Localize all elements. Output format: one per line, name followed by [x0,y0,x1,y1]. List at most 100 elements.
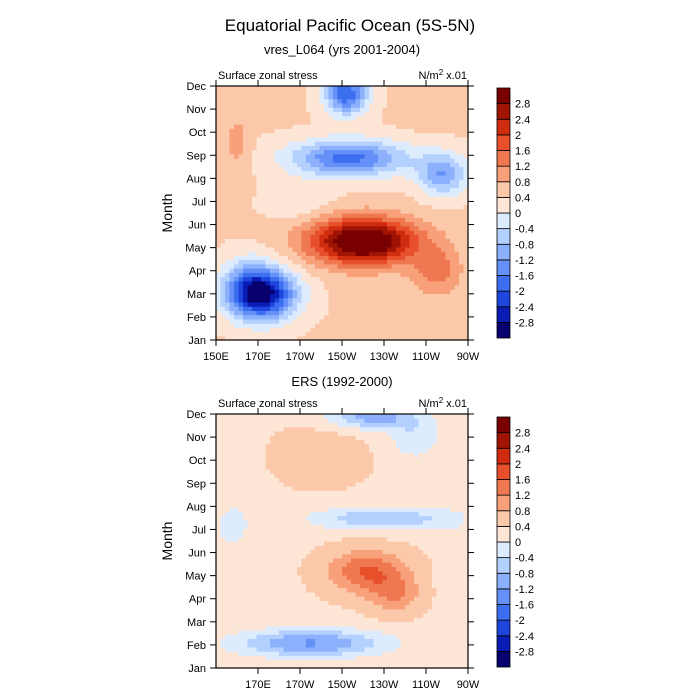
heatmap-cell [409,621,415,627]
heatmap-cell [414,179,420,184]
heatmap-cell [274,221,280,227]
heatmap-cell [373,318,379,324]
heatmap-cell [351,306,357,311]
heatmap-cell [373,280,379,286]
heatmap-cell [333,255,339,261]
heatmap-cell [288,213,294,218]
heatmap-cell [463,323,469,328]
heatmap-cell [292,200,298,206]
heatmap-cell [238,651,244,656]
heatmap-cell [342,612,348,618]
heatmap-cell [414,276,420,282]
heatmap-cell [396,183,402,189]
heatmap-cell [310,638,316,644]
heatmap-cell [261,141,267,146]
heatmap-cell [414,221,420,227]
heatmap-cell [301,659,307,665]
heatmap-cell [283,314,289,320]
heatmap-cell [459,314,465,320]
heatmap-cell [400,102,406,108]
heatmap-cell [220,234,226,239]
heatmap-cell [382,145,388,151]
heatmap-cell [283,293,289,299]
heatmap-cell [405,608,411,614]
heatmap-cell [310,642,316,648]
heatmap-cell [342,625,348,631]
heatmap-cell [256,132,262,138]
heatmap-cell [238,549,244,555]
heatmap-cell [292,90,298,96]
heatmap-cell [319,98,325,104]
heatmap-cell [351,591,357,597]
heatmap-cell [387,297,393,303]
heatmap-cell [409,238,415,244]
heatmap-cell [220,225,226,231]
heatmap-cell [292,225,298,231]
heatmap-cell [306,659,312,665]
heatmap-cell [373,327,379,333]
heatmap-cell [463,204,469,210]
heatmap-cell [450,132,456,138]
heatmap-cell [270,225,276,231]
heatmap-cell [441,208,447,214]
heatmap-cell [324,90,330,96]
heatmap-cell [351,102,357,108]
heatmap-cell [355,268,361,273]
heatmap-cell [436,183,442,189]
heatmap-cell [400,587,406,593]
heatmap-cell [328,659,334,665]
heatmap-cell [463,170,469,176]
heatmap-cell [423,301,429,307]
heatmap-cell [319,107,325,112]
heatmap-cell [364,562,370,567]
heatmap-cell [351,621,357,627]
heatmap-cell [274,617,280,623]
heatmap-cell [306,297,312,303]
heatmap-cell [315,259,321,265]
heatmap-cell [405,217,411,223]
heatmap-cell [288,200,294,206]
heatmap-cell [274,191,280,197]
heatmap-cell [216,242,222,248]
heatmap-cell [432,331,438,337]
heatmap-cell [243,566,249,572]
heatmap-cell [256,162,262,168]
heatmap-cell [229,323,235,328]
heatmap-cell [382,246,388,252]
heatmap-cell [382,331,388,337]
heatmap-cell [423,86,429,91]
heatmap-cell [387,98,393,104]
heatmap-cell [450,600,456,606]
heatmap-cell [252,570,258,576]
heatmap-cell [445,617,451,623]
heatmap-cell [292,621,298,627]
heatmap-cell [342,170,348,176]
heatmap-cell [310,583,316,589]
heatmap-cell [369,625,375,631]
heatmap-cell [346,174,352,180]
heatmap-cell [306,553,312,559]
heatmap-cell [355,242,361,248]
heatmap-cell [369,221,375,227]
heatmap-cell [346,659,352,665]
heatmap-cell [382,196,388,201]
heatmap-cell [243,306,249,311]
heatmap-cell [387,591,393,597]
heatmap-cell [310,284,316,290]
heatmap-cell [324,229,330,235]
heatmap-cell [319,608,325,614]
heatmap-cell [409,323,415,328]
heatmap-cell [441,331,447,337]
heatmap-cell [324,310,330,316]
heatmap-cell [328,183,334,189]
heatmap-cell [346,268,352,273]
heatmap-cell [324,111,330,117]
heatmap-cell [279,331,285,337]
heatmap-cell [297,132,303,138]
heatmap-cell [256,268,262,273]
heatmap-cell [261,604,267,610]
heatmap-cell [405,617,411,623]
heatmap-cell [414,119,420,125]
heatmap-cell [405,642,411,648]
heatmap-cell [369,90,375,96]
